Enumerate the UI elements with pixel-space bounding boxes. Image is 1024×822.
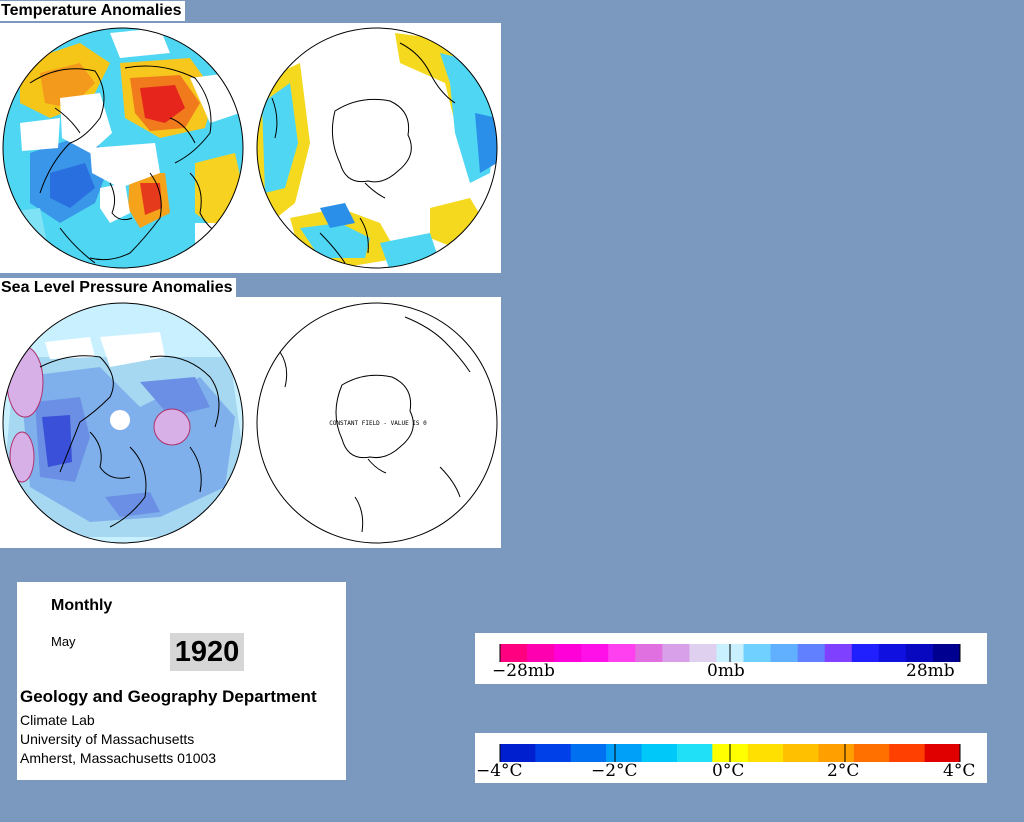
scale-swatch — [783, 744, 819, 762]
scale-swatch — [932, 644, 961, 662]
temperature-maps-panel — [0, 23, 501, 273]
pressure-maps-panel: CONSTANT FIELD - VALUE IS 0 — [0, 297, 501, 548]
scale-swatch — [554, 644, 582, 662]
scale-swatch — [905, 644, 934, 662]
info-box: Monthly May 1920 Geology and Geography D… — [17, 582, 346, 780]
temperature-scale-bar — [499, 744, 961, 762]
address-line: Amherst, Massachusetts 01003 — [20, 750, 217, 766]
lab-name: Climate Lab — [20, 712, 95, 728]
scale-swatch — [606, 744, 643, 762]
scale-swatch — [535, 744, 572, 762]
scale-swatch — [676, 744, 713, 762]
scale-swatch — [770, 644, 799, 662]
temperature-south-map — [256, 27, 498, 269]
scale-swatch — [853, 744, 890, 762]
year-display: 1920 — [170, 633, 244, 671]
pressure-south-map: CONSTANT FIELD - VALUE IS 0 — [256, 302, 498, 544]
scale-swatch — [851, 644, 880, 662]
temperature-scale-label-minus4: −4°C — [476, 761, 523, 781]
pressure-south-note: CONSTANT FIELD - VALUE IS 0 — [329, 420, 427, 427]
pressure-scale-max-label: 28mb — [906, 661, 955, 681]
scale-swatch — [662, 644, 690, 662]
temperature-color-scale: −4°C −2°C 0°C 2°C 4°C — [475, 733, 987, 783]
scale-swatch — [797, 644, 826, 662]
scale-swatch — [824, 644, 853, 662]
pressure-color-scale: −28mb 0mb 28mb — [475, 633, 987, 684]
scale-swatch — [747, 744, 784, 762]
scale-swatch — [889, 744, 926, 762]
scale-swatch — [689, 644, 717, 662]
scale-swatch — [581, 644, 609, 662]
pressure-scale-bar — [499, 644, 961, 662]
scale-swatch — [878, 644, 907, 662]
temperature-scale-label-2: 2°C — [827, 761, 860, 781]
scale-swatch — [635, 644, 663, 662]
scale-swatch — [641, 744, 678, 762]
temperature-scale-label-minus2: −2°C — [591, 761, 638, 781]
temperature-north-map — [2, 27, 244, 269]
temperature-scale-label-4: 4°C — [943, 761, 976, 781]
scale-swatch — [608, 644, 636, 662]
pressure-scale-mid-label: 0mb — [707, 661, 745, 681]
pressure-scale-min-label: −28mb — [492, 661, 555, 681]
university-name: University of Massachusetts — [20, 731, 195, 747]
scale-swatch — [743, 644, 772, 662]
temperature-scale-label-0: 0°C — [712, 761, 745, 781]
scale-swatch — [570, 744, 607, 762]
pressure-north-map — [2, 302, 244, 544]
pressure-anomalies-title: Sea Level Pressure Anomalies — [0, 278, 236, 298]
scale-swatch — [527, 644, 555, 662]
scale-swatch — [818, 744, 855, 762]
month-label: May — [51, 634, 76, 649]
temperature-anomalies-title: Temperature Anomalies — [0, 1, 185, 21]
period-label: Monthly — [51, 597, 113, 614]
department-name: Geology and Geography Department — [20, 687, 317, 706]
scale-swatch — [500, 744, 536, 762]
scale-swatch — [500, 644, 528, 662]
scale-swatch — [924, 744, 961, 762]
